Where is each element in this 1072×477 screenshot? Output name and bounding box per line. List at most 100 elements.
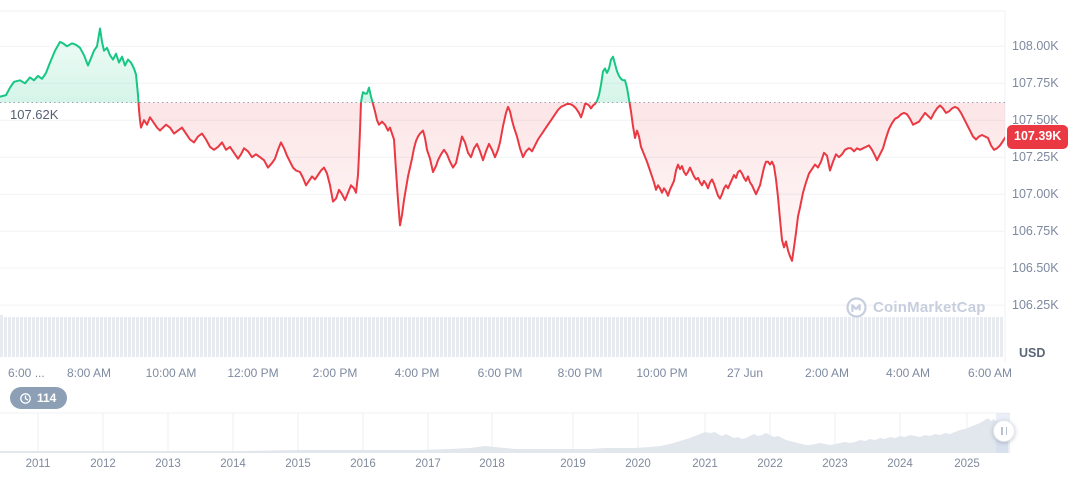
volume-bar	[488, 317, 491, 357]
volume-bar	[948, 317, 951, 357]
volume-bar	[216, 317, 219, 357]
volume-bar	[484, 317, 487, 357]
volume-bar	[576, 317, 579, 357]
volume-bar	[940, 317, 943, 357]
last-price-badge: 107.39K	[1007, 125, 1069, 149]
time-axis-tick-label: 4:00 PM	[394, 366, 440, 380]
volume-bar	[720, 317, 723, 357]
minimap[interactable]	[0, 412, 1010, 453]
volume-bar	[120, 317, 123, 357]
volume-bar	[944, 317, 947, 357]
volume-bar	[360, 317, 363, 357]
volume-bar	[752, 317, 755, 357]
volume-bar	[556, 317, 559, 357]
minimap-year-label: 2013	[155, 458, 181, 470]
volume-bar	[280, 317, 283, 357]
history-annotations-badge[interactable]: 114	[5, 387, 68, 409]
volume-bar	[100, 317, 103, 357]
volume-bars	[0, 315, 1003, 357]
minimap-history-area	[0, 418, 1008, 453]
volume-bar	[20, 317, 23, 357]
volume-bar	[756, 317, 759, 357]
volume-bar	[916, 317, 919, 357]
volume-bar	[828, 317, 831, 357]
volume-bar	[800, 317, 803, 357]
volume-bar	[56, 317, 59, 357]
volume-bar	[912, 317, 915, 357]
volume-bar	[464, 317, 467, 357]
volume-bar	[312, 317, 315, 357]
volume-bar	[128, 317, 131, 357]
volume-bar	[808, 317, 811, 357]
volume-bar	[168, 317, 171, 357]
volume-bar	[220, 317, 223, 357]
volume-bar	[984, 317, 987, 357]
volume-bar	[288, 317, 291, 357]
volume-bar	[364, 317, 367, 357]
volume-bar	[596, 317, 599, 357]
volume-bar	[548, 317, 551, 357]
volume-bar	[12, 317, 15, 357]
volume-bar	[112, 317, 115, 357]
volume-bar	[512, 317, 515, 357]
volume-bar	[656, 317, 659, 357]
volume-bar	[188, 317, 191, 357]
volume-bar	[444, 317, 447, 357]
volume-bar	[224, 317, 227, 357]
volume-bar	[184, 317, 187, 357]
volume-bar	[820, 317, 823, 357]
volume-bar	[248, 317, 251, 357]
volume-bar	[568, 317, 571, 357]
volume-bar	[636, 317, 639, 357]
volume-bar	[824, 317, 827, 357]
volume-bar	[44, 317, 47, 357]
minimap-year-label: 2018	[479, 458, 505, 470]
volume-bar	[352, 317, 355, 357]
volume-bar	[640, 317, 643, 357]
volume-bar	[232, 317, 235, 357]
volume-bar	[700, 317, 703, 357]
volume-bar	[1000, 317, 1003, 357]
volume-bar	[196, 317, 199, 357]
volume-bar	[244, 317, 247, 357]
volume-bar	[336, 317, 339, 357]
time-axis-tick-label: 8:00 AM	[66, 366, 112, 380]
volume-bar	[524, 317, 527, 357]
volume-bar	[528, 317, 531, 357]
volume-bar	[296, 317, 299, 357]
minimap-year-label: 2012	[90, 458, 116, 470]
volume-bar	[448, 317, 451, 357]
volume-bar	[208, 317, 211, 357]
volume-bar	[740, 317, 743, 357]
y-axis-unit-label: USD	[1019, 346, 1046, 360]
watermark-text: CoinMarketCap	[873, 299, 986, 316]
volume-bar	[124, 317, 127, 357]
y-axis-tick-label: 106.75K	[1012, 224, 1059, 238]
volume-bar	[436, 317, 439, 357]
volume-bar	[96, 317, 99, 357]
volume-bar	[176, 317, 179, 357]
volume-bar	[892, 317, 895, 357]
volume-bar	[8, 317, 11, 357]
volume-bar	[260, 317, 263, 357]
volume-bar	[372, 317, 375, 357]
volume-bar	[924, 317, 927, 357]
volume-bar	[732, 317, 735, 357]
volume-bar	[724, 317, 727, 357]
volume-bar	[620, 317, 623, 357]
minimap-range-handle[interactable]	[993, 420, 1015, 442]
volume-bar	[604, 317, 607, 357]
handle-grip-bar	[1005, 427, 1007, 435]
y-axis-tick-label: 108.00K	[1012, 39, 1059, 53]
volume-bar	[504, 317, 507, 357]
volume-bar	[708, 317, 711, 357]
volume-bar	[380, 317, 383, 357]
volume-bar	[476, 317, 479, 357]
volume-bar	[72, 317, 75, 357]
volume-bar	[684, 317, 687, 357]
volume-bar	[608, 317, 611, 357]
time-axis-tick-label: 10:00 AM	[145, 366, 197, 380]
time-axis-tick-label: 4:00 AM	[885, 366, 931, 380]
volume-bar	[628, 317, 631, 357]
